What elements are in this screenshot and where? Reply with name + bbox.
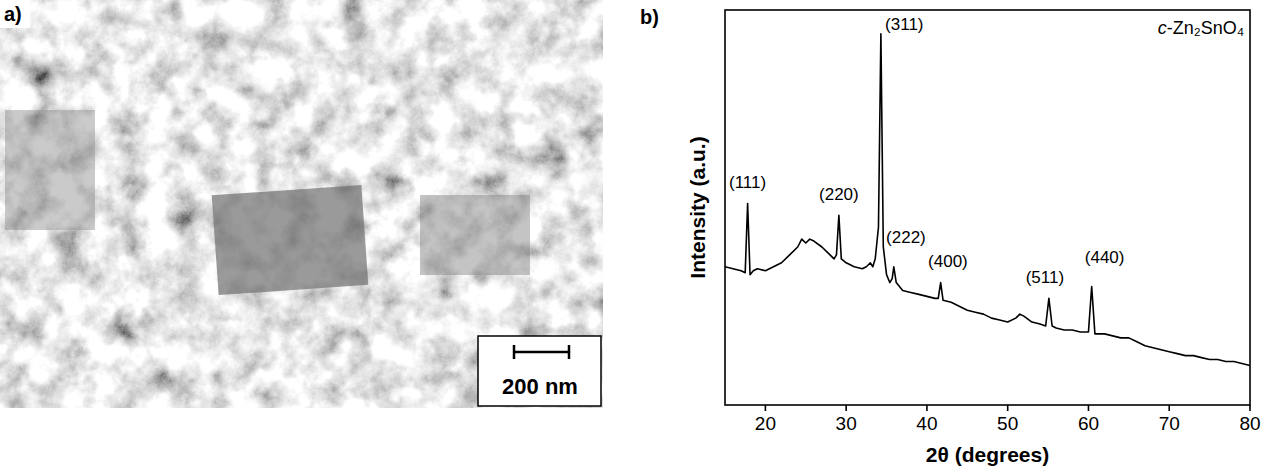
platelet: [420, 195, 530, 275]
scale-bar-cap: [568, 345, 571, 359]
x-tick-label: 30: [836, 413, 857, 434]
peak-label: (511): [1026, 268, 1064, 287]
phase-formula: -Zn₂SnO₄: [1167, 18, 1244, 38]
peak-label: (222): [886, 228, 926, 247]
panel-label: b): [640, 6, 659, 28]
peak-label: (400): [928, 252, 968, 271]
x-tick-label: 80: [1239, 413, 1260, 434]
x-tick: [1168, 405, 1170, 411]
plot-area: [725, 34, 1250, 366]
x-tick: [1007, 405, 1009, 411]
phase-prefix: c: [1158, 18, 1167, 38]
y-axis-title: Intensity (a.u.): [686, 136, 709, 278]
x-tick: [1249, 405, 1251, 411]
scale-bar: [514, 351, 569, 354]
scale-bar-box: [478, 336, 601, 406]
image-bg: [0, 0, 603, 408]
x-tick-label: 70: [1159, 413, 1180, 434]
xrd-line: [725, 34, 1250, 366]
peak-label: (111): [729, 173, 766, 192]
sem-image: [0, 0, 603, 408]
x-tick: [1088, 405, 1090, 411]
label-bg: [0, 0, 30, 28]
x-tick-label: 60: [1078, 413, 1099, 434]
peak-label: (440): [1085, 248, 1125, 267]
image-texture: [0, 0, 603, 408]
image-grain: [0, 0, 603, 408]
peak-label: (311): [885, 15, 923, 34]
plot-frame: [725, 10, 1250, 405]
platelet: [212, 185, 369, 295]
x-tick-label: 40: [916, 413, 937, 434]
phase-label: c-Zn₂SnO₄: [1158, 18, 1244, 38]
peak-label: (220): [819, 185, 859, 204]
x-axis-title: 2θ (degrees): [926, 443, 1049, 466]
platelet: [5, 110, 95, 230]
panel-label: a): [4, 3, 22, 25]
x-tick: [926, 405, 928, 411]
x-tick-label: 50: [997, 413, 1018, 434]
scale-bar-label: 200 nm: [502, 374, 578, 399]
x-tick: [845, 405, 847, 411]
scale-bar-cap: [513, 345, 516, 359]
x-tick-label: 20: [755, 413, 776, 434]
x-tick: [765, 405, 767, 411]
